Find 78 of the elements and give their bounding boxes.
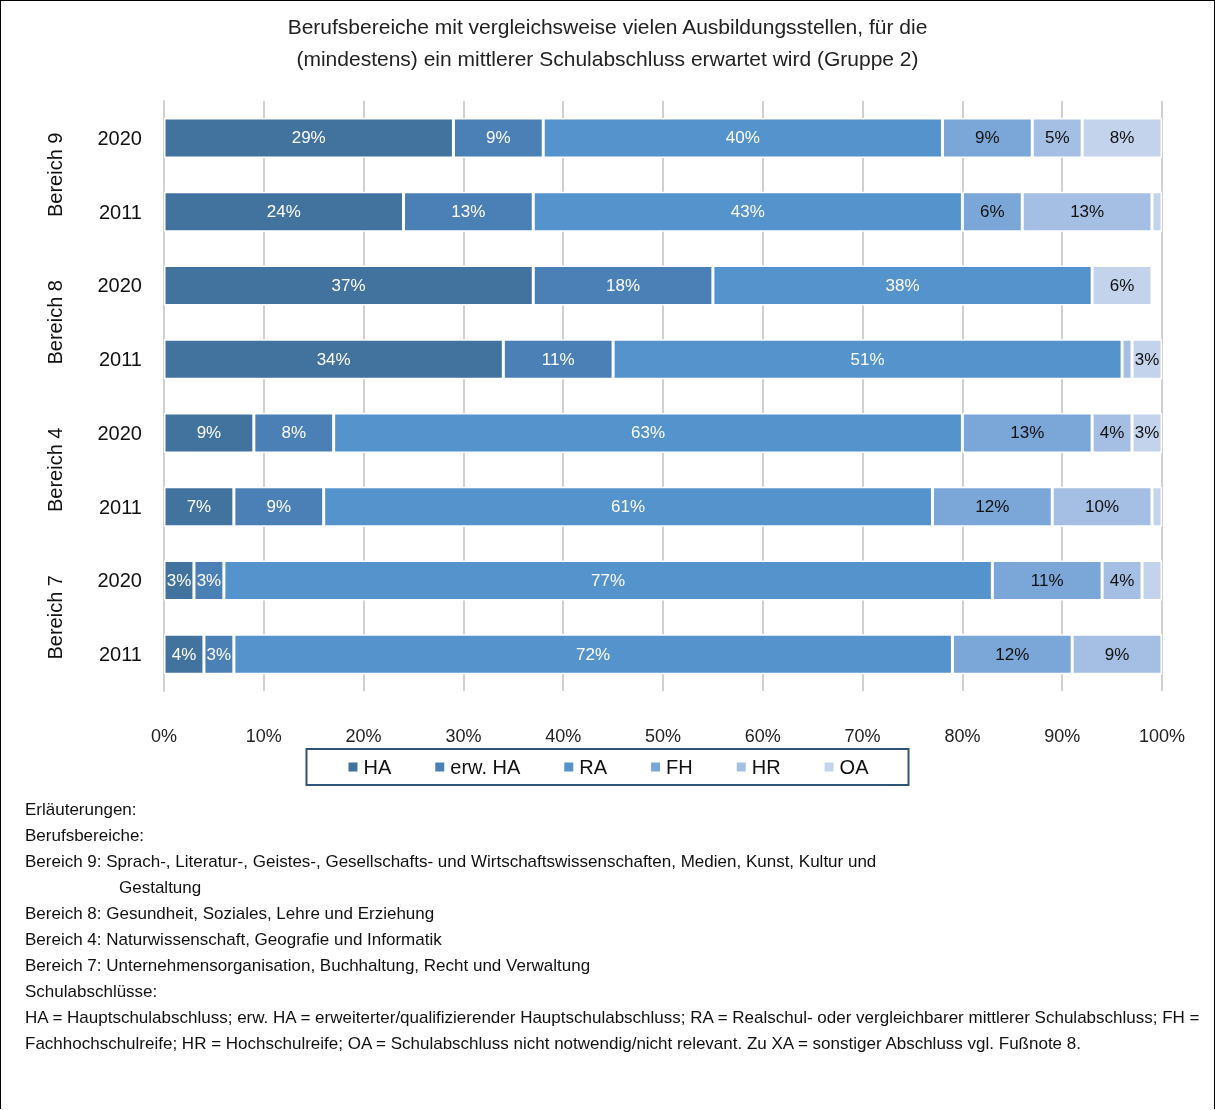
text: Bereich 4: Naturwissenschaft, Geografie und Informatik	[25, 929, 443, 951]
y-tick-label: 2020	[97, 569, 142, 592]
y-tick-label: 2011	[98, 348, 142, 371]
data-label: 9%	[1104, 644, 1130, 664]
data-label: 7%	[186, 497, 212, 517]
x-tick-label: 10%	[245, 726, 282, 746]
y-tick-label: 2011	[98, 200, 142, 223]
text: Berufsbereiche:	[25, 825, 146, 847]
data-label: 9%	[266, 497, 292, 517]
legend-label: erw. HA	[450, 756, 521, 778]
data-label: 13%	[1070, 202, 1105, 222]
data-label: 43%	[730, 202, 765, 222]
data-label: 8%	[281, 423, 307, 443]
legend-label: HR	[751, 756, 781, 778]
legend-label: OA	[839, 756, 870, 778]
y-tick-label: 2011	[98, 495, 142, 518]
data-label: 40%	[725, 128, 760, 148]
data-label: 3%	[1134, 349, 1160, 369]
data-label: 24%	[266, 202, 301, 222]
data-label: 11%	[541, 349, 575, 369]
data-label: 34%	[316, 349, 351, 369]
text: Bereich 9: Sprach-, Literatur-, Geistes-, Gesellschafts- und Wirtschaftswissenschaften, Medien, Kunst, Kultur und Gestaltung	[25, 851, 878, 899]
data-label: 61%	[611, 497, 646, 517]
data-label: 4%	[1109, 570, 1135, 590]
data-label: 12%	[975, 497, 1010, 517]
data-label: 9%	[486, 128, 511, 148]
x-tick-label: 100%	[1138, 726, 1186, 746]
data-label: 51%	[850, 349, 885, 369]
text: Bereich 8	[44, 280, 66, 365]
data-label: 6%	[980, 202, 1005, 222]
data-label: 13%	[1010, 423, 1045, 443]
x-tick-label: 90%	[1044, 726, 1081, 746]
text: Bereich 7	[44, 575, 66, 660]
data-label: 77%	[591, 570, 626, 590]
data-label: 29%	[291, 128, 326, 148]
data-label: 13%	[451, 202, 486, 222]
y-tick-label: 2020	[97, 126, 142, 149]
text: Bereich 8: Gesundheit, Soziales, Lehre und Erziehung	[25, 903, 436, 925]
data-label: 6%	[1109, 275, 1135, 295]
text: HA = Hauptschulabschluss; erw. HA = erweiterter/qualifizierender Hauptschulabschluss; RA = Realschul- oder vergleichbarer mittlerer Schulabschluss; FH = Fachhochschulreife; HR = Hochschulreife; OA = Schulabschluss nicht notwendig/nicht relevant. Zu XA = sonstiger Abschluss vgl. Fußnote 8.	[25, 1007, 1201, 1055]
x-tick-label: 60%	[744, 726, 781, 746]
text: Erläuterungen:	[25, 799, 138, 821]
data-label: 5%	[1044, 128, 1070, 148]
chart-title: Berufsbereiche mit vergleichsweise vielen Ausbildungsstellen, für die (mindestens) ein mittlerer Schulabschluss erwartet wird (Gruppe 2)	[286, 14, 929, 72]
x-tick-label: 70%	[844, 726, 881, 746]
x-tick-label: 0%	[150, 726, 178, 746]
x-tick-label: 40%	[545, 726, 582, 746]
y-tick-label: 2020	[97, 421, 142, 444]
legend-label: HA	[363, 756, 392, 778]
data-label: 3%	[206, 644, 232, 664]
legend-label: RA	[579, 756, 608, 778]
data-label: 38%	[885, 275, 920, 295]
x-tick-label: 30%	[445, 726, 482, 746]
data-label: 18%	[606, 275, 641, 295]
legend-label: FH	[666, 756, 693, 778]
data-label: 3%	[1134, 423, 1160, 443]
y-tick-label: 2020	[97, 274, 142, 297]
x-tick-label: 20%	[345, 726, 382, 746]
y-tick-label: 2011	[98, 643, 142, 666]
data-label: 72%	[576, 644, 611, 664]
data-label: 12%	[995, 644, 1030, 664]
data-label: 4%	[1099, 423, 1125, 443]
text: Bereich 4	[44, 427, 66, 512]
data-label: 8%	[1109, 128, 1135, 148]
x-tick-label: 50%	[644, 726, 682, 746]
data-label: 3%	[196, 570, 222, 590]
text: Bereich 7: Unternehmensorganisation, Buchhaltung, Recht und Verwaltung	[25, 955, 592, 977]
data-label: 9%	[196, 423, 222, 443]
data-label: 9%	[975, 128, 1000, 148]
data-label: 37%	[331, 275, 366, 295]
data-label: 3%	[166, 570, 192, 590]
data-label: 4%	[171, 644, 197, 664]
x-tick-label: 80%	[944, 726, 981, 746]
text: Bereich 9	[44, 132, 66, 217]
data-label: 11%	[1030, 570, 1064, 590]
text: Schulabschlüsse:	[25, 981, 159, 1003]
data-label: 63%	[631, 423, 666, 443]
data-label: 10%	[1085, 497, 1120, 517]
